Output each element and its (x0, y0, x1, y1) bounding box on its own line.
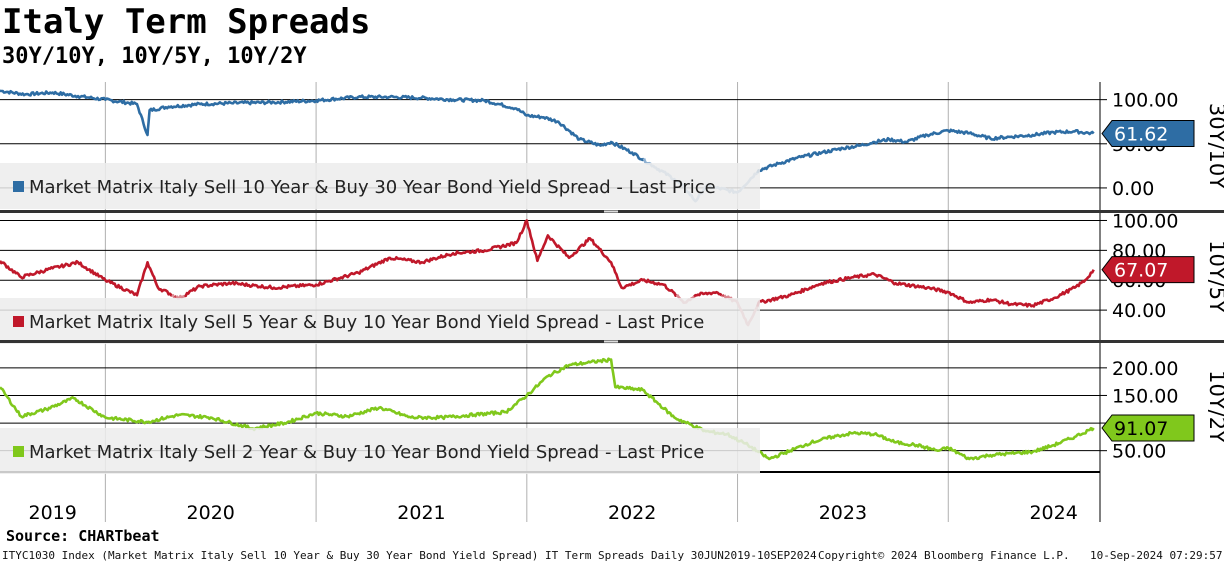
y-tick-label-10y-2y: 50.00 (1112, 441, 1166, 463)
series-line-10y-5y (184, 219, 678, 298)
series-line-10y-5y (693, 290, 723, 298)
last-price-label-10y-2y: 91.07 (1114, 418, 1168, 440)
footer-copyright: Copyright© 2024 Bloomberg Finance L.P. (818, 549, 1070, 562)
chart-subtitle: 30Y/10Y, 10Y/5Y, 10Y/2Y (2, 44, 307, 69)
series-line-10y-5y (756, 269, 1095, 308)
last-price-label-30y-10y: 61.62 (1114, 124, 1168, 146)
x-tick-label: 2023 (819, 502, 867, 524)
series-line-10y-5y (720, 294, 724, 298)
series-line-10y-2y (0, 357, 1095, 461)
series-line-10y-5y (175, 294, 185, 300)
legend-swatch-10y-5y (13, 316, 24, 327)
legend-swatch-10y-2y (13, 446, 24, 457)
y-tick-label-10y-5y: 40.00 (1112, 300, 1166, 322)
chart-title: Italy Term Spreads (2, 2, 371, 42)
series-line-10y-5y (0, 259, 174, 297)
panel-resize-handle (604, 340, 618, 343)
y-tick-label-30y-10y: 100.00 (1112, 90, 1178, 112)
legend-label-30y-10y: Market Matrix Italy Sell 10 Year & Buy 3… (29, 177, 716, 198)
x-tick-label: 2021 (397, 502, 445, 524)
series-line-10y-5y (171, 293, 176, 299)
legend-label-10y-2y: Market Matrix Italy Sell 2 Year & Buy 10… (29, 442, 704, 463)
x-tick-label: 2024 (1029, 502, 1077, 524)
series-line-30y-10y (756, 128, 1095, 174)
last-price-tag-10y-5y (1101, 256, 1195, 284)
last-price-tag-30y-10y (1101, 120, 1195, 148)
axis-title-30y-10y: 30Y/10Y (1205, 103, 1224, 189)
legend-box-10y-2y (0, 428, 760, 474)
legend-box-10y-5y (0, 298, 760, 344)
last-price-label-10y-5y: 67.07 (1114, 260, 1168, 282)
legend-swatch-30y-10y (13, 181, 24, 192)
axis-title-10y-2y: 10Y/2Y (1205, 370, 1224, 443)
source-note: Source: CHARTbeat (6, 527, 160, 545)
last-price-tag-10y-2y (1101, 414, 1195, 442)
series-line-30y-10y (0, 89, 645, 162)
x-tick-label: 2022 (608, 502, 656, 524)
y-tick-label-30y-10y: 0.00 (1112, 178, 1154, 200)
x-tick-label: 2019 (29, 502, 77, 524)
y-tick-label-10y-2y: 200.00 (1112, 358, 1178, 380)
y-tick-label-10y-2y: 150.00 (1112, 385, 1178, 407)
x-tick-label: 2020 (187, 502, 235, 524)
y-tick-label-10y-5y: 100.00 (1112, 210, 1178, 232)
footer-index-description: ITYC1030 Index (Market Matrix Italy Sell… (2, 549, 817, 562)
footer-timestamp: 10-Sep-2024 07:29:57 (1090, 549, 1223, 562)
panel-resize-handle (604, 210, 618, 213)
axis-title-10y-5y: 10Y/5Y (1205, 240, 1224, 313)
legend-box-30y-10y (0, 163, 760, 209)
legend-label-10y-5y: Market Matrix Italy Sell 5 Year & Buy 10… (29, 312, 704, 333)
